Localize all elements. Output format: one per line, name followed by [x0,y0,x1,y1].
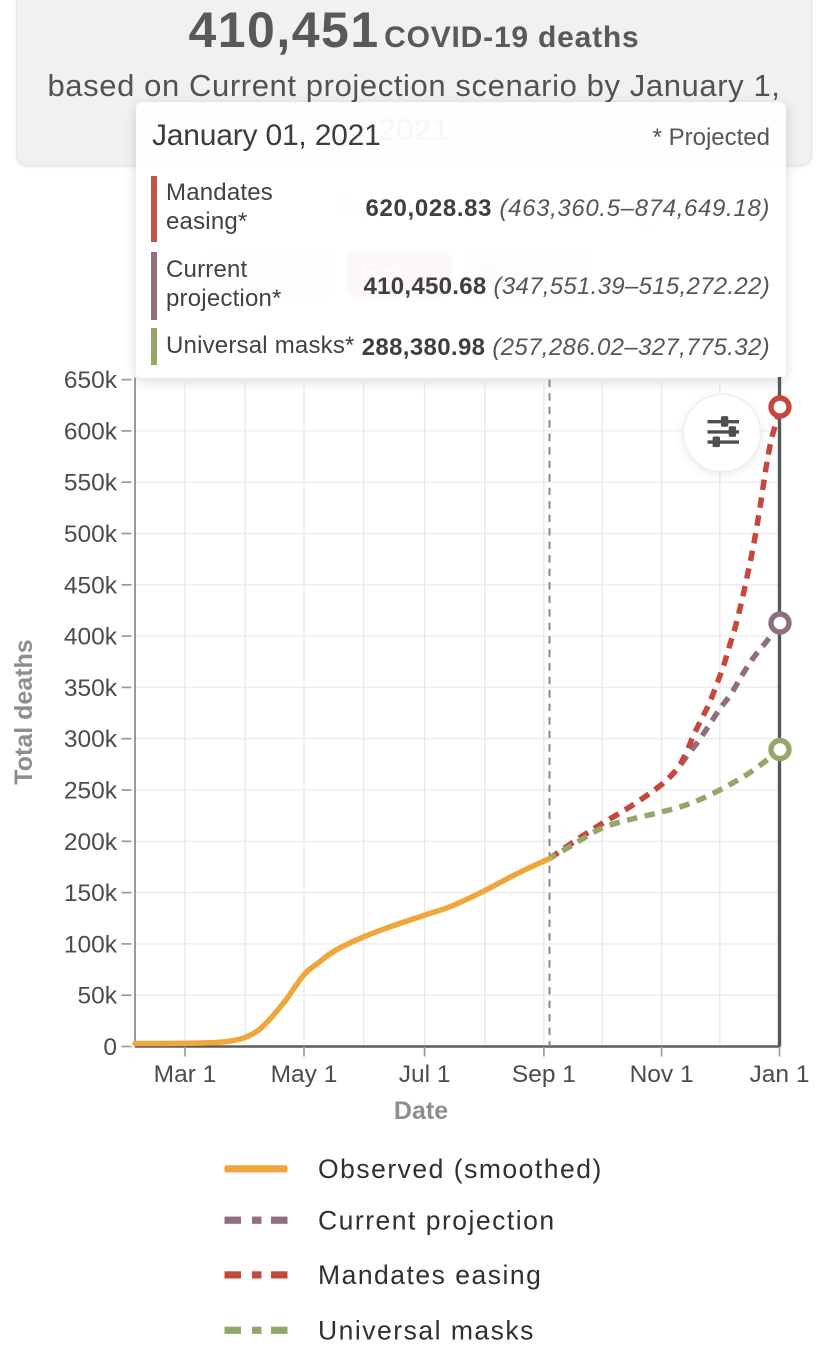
svg-text:Sep 1: Sep 1 [512,1061,576,1088]
svg-text:100k: 100k [64,931,118,958]
svg-text:400k: 400k [64,624,118,651]
svg-text:550k: 550k [64,470,118,497]
svg-text:250k: 250k [64,778,118,805]
svg-text:Date: Date [394,1097,448,1125]
svg-text:0: 0 [103,1034,117,1061]
svg-text:Current projection: Current projection [318,1205,556,1235]
svg-text:Mandates easing: Mandates easing [318,1260,542,1290]
svg-text:Jan 1: Jan 1 [750,1061,810,1088]
svg-text:Universal masks: Universal masks [318,1316,535,1346]
svg-text:May 1: May 1 [271,1061,338,1088]
svg-text:650k: 650k [64,367,118,394]
svg-text:600k: 600k [64,418,118,445]
svg-text:150k: 150k [64,880,118,907]
svg-text:Observed (smoothed): Observed (smoothed) [318,1154,603,1184]
svg-text:Total deaths: Total deaths [10,639,38,784]
svg-text:Nov 1: Nov 1 [630,1061,694,1088]
svg-text:50k: 50k [77,983,117,1010]
svg-text:Mar 1: Mar 1 [154,1061,217,1088]
svg-text:300k: 300k [64,726,118,753]
svg-text:500k: 500k [64,521,118,548]
svg-text:200k: 200k [64,829,118,856]
svg-text:Jul 1: Jul 1 [399,1061,451,1088]
svg-text:350k: 350k [64,675,118,702]
svg-text:450k: 450k [64,572,118,599]
